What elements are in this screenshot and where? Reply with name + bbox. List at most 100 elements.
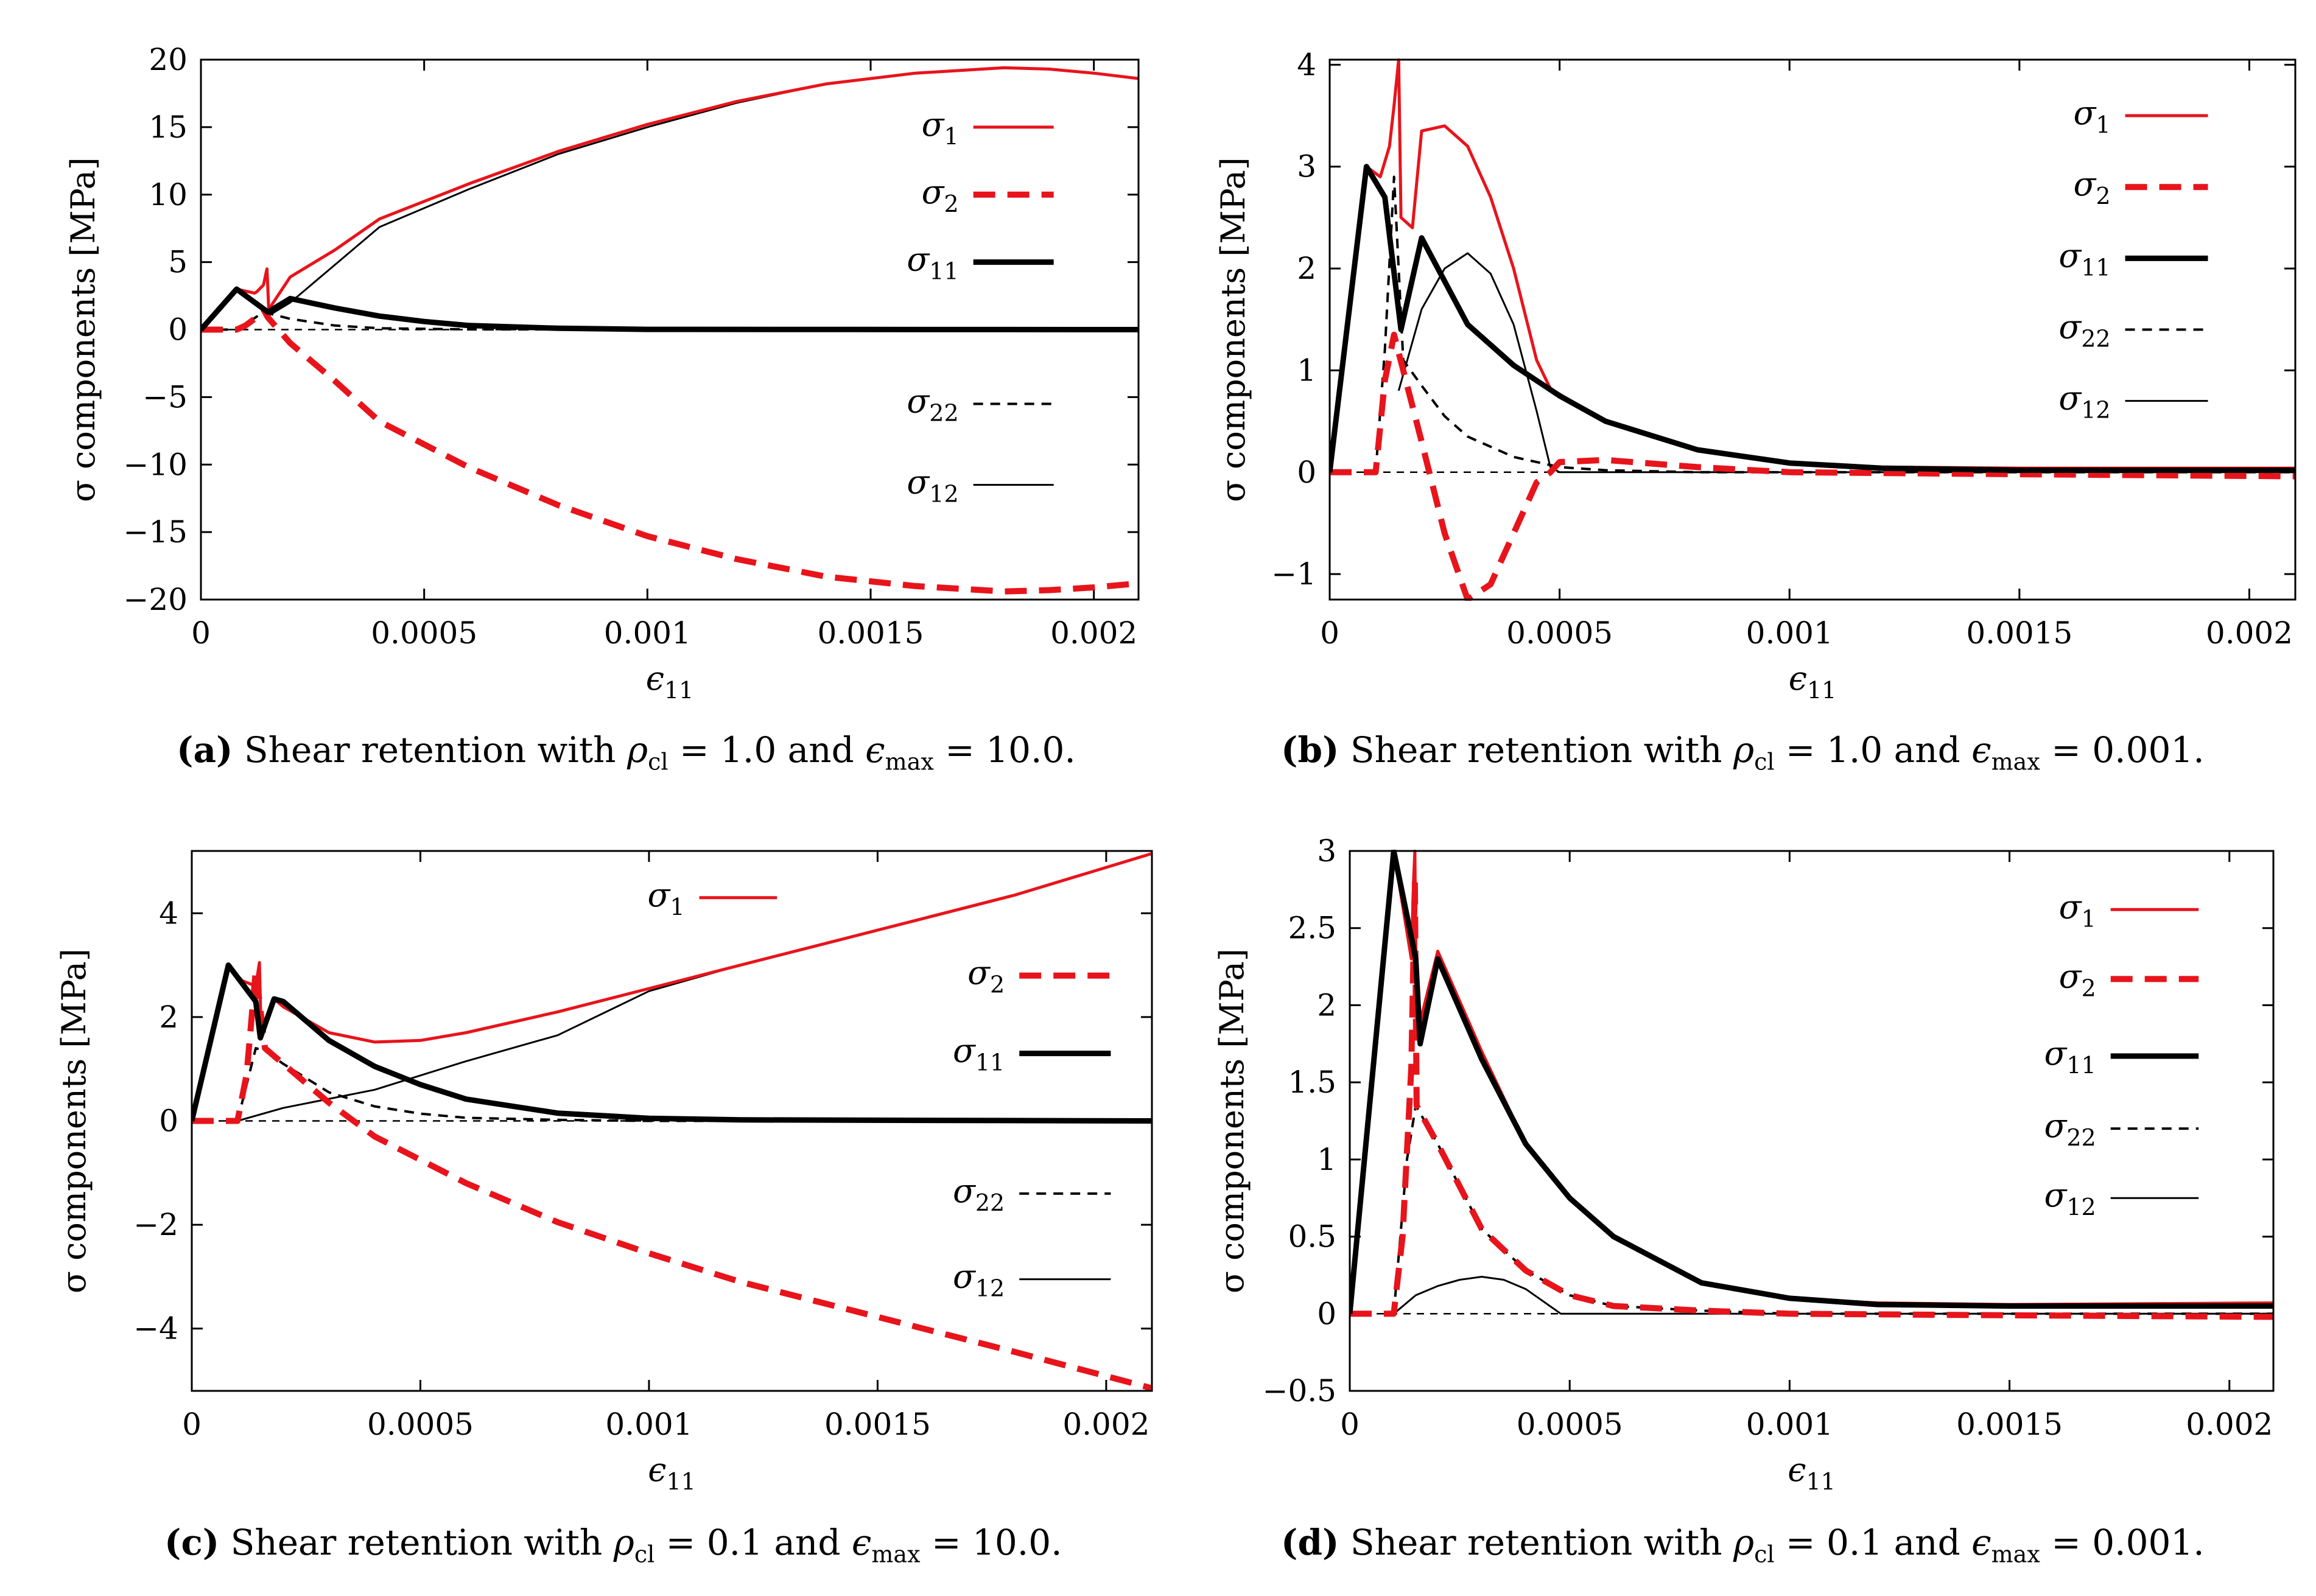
chart-c-xtick-label-3: 0.0015 <box>824 1407 931 1442</box>
chart-b-legend-label-s11: σ11 <box>2058 236 2110 281</box>
chart-a-xtick-label-4: 0.002 <box>1050 615 1137 651</box>
chart-c-xtick-label-2: 0.001 <box>605 1407 692 1442</box>
chart-c-ytick-label-4: 4 <box>159 895 178 931</box>
chart-d-series-s12 <box>1393 1276 2273 1315</box>
caption-c: (c) Shear retention with ρcl = 0.1 and ϵ… <box>164 1522 1062 1568</box>
caption-c-eps: ϵ <box>851 1522 872 1563</box>
caption-b-label: (b) <box>1281 729 1339 771</box>
chart-c-legend-label-s2: σ2 <box>967 954 1005 998</box>
caption-a-label: (a) <box>177 729 233 771</box>
chart-a-legend-label-s1: σ1 <box>922 105 959 150</box>
caption-d-rho-sub: cl <box>1754 1541 1775 1568</box>
chart-panel-d: 0 0.0005 0.001 0.0015 0.002 −0.5 0 0.5 1 1.5 2 2.5 3… <box>1158 803 2316 1534</box>
chart-b-legend-label-s12: σ12 <box>2058 379 2110 424</box>
caption-a-eps-sub: max <box>885 748 934 775</box>
chart-d-xtick-label-2: 0.001 <box>1746 1407 1833 1442</box>
chart-d-ytick-label-2: 0.5 <box>1288 1219 1336 1255</box>
chart-d-ytick-label-1: 0 <box>1317 1296 1336 1331</box>
chart-c-xtick-label-0: 0 <box>182 1407 202 1442</box>
chart-panel-a: 0 0.0005 0.001 0.0015 0.002 −20 −15 −10 −5 0 5 10 15… <box>0 0 1158 730</box>
chart-d-xlabel: ϵ11 <box>1788 1451 1836 1495</box>
chart-d-legend-label-s12: σ12 <box>2044 1176 2096 1220</box>
caption-c-eps-val: = 10.0. <box>920 1522 1062 1563</box>
chart-a-ytick-label-8: 20 <box>149 42 188 77</box>
chart-d-ytick-label-7: 3 <box>1317 833 1336 869</box>
caption-b-rho: ρ <box>1733 729 1755 771</box>
caption-b-eps-sub: max <box>1991 748 2040 775</box>
caption-c-rho-val: = 0.1 and <box>654 1522 852 1563</box>
chart-b-ytick-label-1: 0 <box>1297 455 1316 490</box>
chart-a-series-s1 <box>201 66 1139 331</box>
chart-c-xtick-label-4: 0.002 <box>1062 1407 1149 1442</box>
chart-a-series-group <box>201 66 1139 595</box>
chart-d-legend-label-s22: σ22 <box>2044 1107 2096 1151</box>
caption-d-text: Shear retention with <box>1339 1522 1733 1563</box>
chart-b-legend-label-s2: σ2 <box>2073 165 2110 209</box>
chart-d-frame <box>1349 850 2275 1392</box>
chart-d-ytick-label-3: 1 <box>1317 1142 1336 1177</box>
chart-c-legend-label-s12: σ12 <box>953 1258 1005 1302</box>
chart-a-xtick-label-1: 0.0005 <box>371 615 477 651</box>
chart-d-series-group <box>1350 850 2273 1320</box>
chart-b-xtick-label-3: 0.0015 <box>1966 615 2072 651</box>
chart-c-series-s22 <box>236 1047 1152 1122</box>
chart-b-ytick-label-0: −1 <box>1271 556 1316 592</box>
chart-a-series-s11 <box>201 286 1139 332</box>
chart-d-xtick-label-0: 0 <box>1340 1407 1360 1442</box>
caption-d-eps: ϵ <box>1971 1522 1991 1563</box>
chart-d-ytick-label-4: 1.5 <box>1288 1065 1336 1100</box>
chart-a-xtick-label-0: 0 <box>191 615 211 651</box>
chart-a-svg: 0 0.0005 0.001 0.0015 0.002 −20 −15 −10 −5 0 5 10 15… <box>64 42 1140 704</box>
chart-c-ytick-label-2: 0 <box>159 1104 178 1139</box>
chart-c-ytick-label-0: −4 <box>133 1311 178 1346</box>
caption-d-eps-sub: max <box>1991 1541 2040 1568</box>
chart-c-series-s2 <box>192 967 1152 1391</box>
chart-d-ylabel: σ components [MPa] <box>1213 948 1251 1293</box>
caption-a-rho-val: = 1.0 and <box>668 729 866 771</box>
chart-d-svg: 0 0.0005 0.001 0.0015 0.002−0.500.511.522.53… <box>1213 833 2275 1495</box>
chart-a-legend-label-s11: σ11 <box>907 240 958 285</box>
chart-a-ytick-label-5: 5 <box>168 245 188 280</box>
chart-a-legend-label-s12: σ12 <box>907 463 958 508</box>
caption-d: (d) Shear retention with ρcl = 0.1 and ϵ… <box>1281 1522 2205 1568</box>
chart-b-legend-label-s22: σ22 <box>2058 308 2110 352</box>
chart-c-series-group <box>192 852 1152 1391</box>
chart-c-legend-label-s22: σ22 <box>953 1172 1005 1216</box>
chart-d-series-s1 <box>1350 850 2273 1314</box>
chart-a-ytick-label-3: −5 <box>142 379 188 415</box>
chart-c-ytick-label-1: −2 <box>133 1207 178 1242</box>
chart-d-legend-label-s1: σ1 <box>2059 887 2096 932</box>
chart-c-frame <box>191 850 1153 1392</box>
chart-d-legend-label-s11: σ11 <box>2044 1034 2096 1079</box>
caption-a-rho-sub: cl <box>648 748 668 775</box>
chart-d-ytick-label-6: 2.5 <box>1288 911 1336 946</box>
chart-b-frame <box>1328 58 2297 601</box>
chart-d-ytick-label-5: 2 <box>1317 987 1336 1023</box>
chart-a-ytick-label-4: 0 <box>168 312 188 348</box>
chart-b-series-s12 <box>1397 252 2295 474</box>
chart-d-series-s11 <box>1350 850 2273 1314</box>
chart-b-xtick-label-1: 0.0005 <box>1506 615 1613 651</box>
chart-d-series-s2 <box>1350 878 2273 1320</box>
caption-c-rho-sub: cl <box>634 1541 655 1568</box>
chart-c-xlabel: ϵ11 <box>648 1451 696 1495</box>
chart-c-ylabel: σ components [MPa] <box>55 948 93 1293</box>
caption-c-rho: ρ <box>613 1522 634 1563</box>
chart-d-xtick-label-1: 0.0005 <box>1517 1407 1623 1442</box>
chart-a-xtick-label-2: 0.001 <box>604 615 691 651</box>
chart-a-legend-label-s22: σ22 <box>907 382 958 426</box>
chart-b-xlabel: ϵ11 <box>1789 659 1837 704</box>
chart-b-ytick-label-2: 1 <box>1297 352 1316 388</box>
chart-b-legend-label-s1: σ1 <box>2073 94 2110 138</box>
chart-c-legend-label-s1: σ1 <box>647 876 684 920</box>
chart-d-series-s22 <box>1392 1104 2273 1315</box>
caption-b-rho-val: = 1.0 and <box>1774 729 1972 771</box>
chart-b-ylabel: σ components [MPa] <box>1214 157 1252 502</box>
chart-b-ytick-label-5: 4 <box>1297 47 1316 82</box>
chart-a-ytick-label-0: −20 <box>123 582 188 617</box>
chart-b-series-s1 <box>1330 58 2295 473</box>
caption-a-rho: ρ <box>626 729 648 771</box>
caption-a-eps: ϵ <box>865 729 885 771</box>
